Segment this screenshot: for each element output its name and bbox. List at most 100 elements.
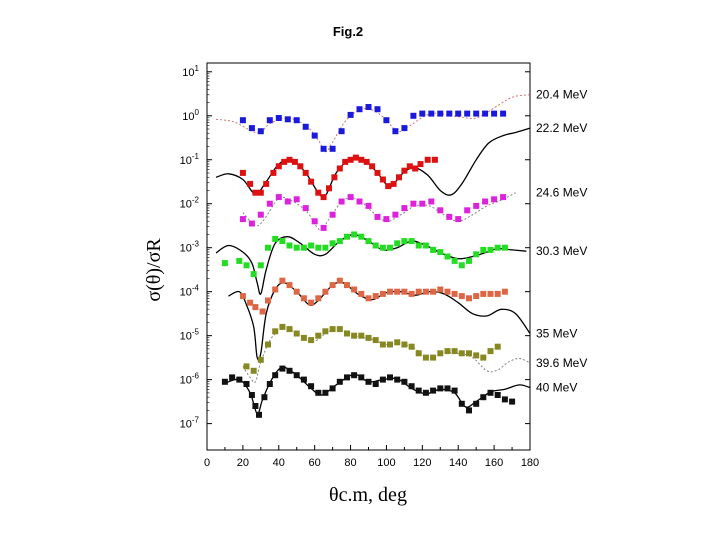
data-point	[326, 185, 332, 192]
data-point	[272, 372, 279, 379]
data-point	[487, 348, 494, 355]
data-point	[284, 116, 291, 123]
data-point	[358, 233, 365, 240]
data-point	[480, 354, 487, 361]
data-point	[336, 238, 343, 245]
data-point	[300, 295, 307, 302]
data-point	[365, 295, 372, 302]
data-point	[458, 400, 465, 407]
data-point	[315, 332, 322, 339]
fit-curve-2	[242, 192, 516, 231]
figure-title: Fig.2	[333, 24, 363, 39]
data-point	[286, 367, 293, 374]
data-point	[311, 132, 318, 139]
x-tick-label: 120	[413, 457, 431, 469]
data-point	[494, 343, 501, 350]
data-point	[347, 194, 354, 201]
data-point	[351, 231, 358, 238]
y-tick-label: 100	[182, 108, 199, 123]
data-point	[247, 299, 254, 306]
data-point	[266, 200, 273, 207]
data-point	[406, 163, 413, 170]
data-point	[369, 163, 376, 170]
data-point	[286, 326, 293, 333]
data-point	[293, 288, 300, 295]
data-point	[272, 286, 279, 293]
data-point	[358, 332, 365, 339]
data-point	[401, 125, 408, 132]
data-point	[437, 110, 444, 117]
data-point	[286, 156, 293, 163]
data-point	[266, 381, 273, 387]
data-point	[250, 271, 257, 278]
data-point	[257, 128, 264, 135]
data-point	[394, 339, 401, 346]
data-point	[344, 374, 350, 381]
data-point	[444, 348, 451, 355]
y-tick-label: 10-6	[180, 372, 200, 387]
data-point	[308, 299, 315, 306]
data-point	[365, 334, 372, 341]
data-point	[383, 216, 390, 223]
data-point	[293, 244, 300, 251]
data-point	[473, 251, 480, 258]
data-point	[487, 389, 494, 396]
plot-frame	[206, 62, 531, 451]
data-point	[394, 288, 401, 295]
data-point	[302, 169, 309, 176]
y-tick-label: 10-2	[180, 196, 200, 211]
data-point	[329, 211, 336, 218]
data-point	[344, 330, 350, 337]
data-point	[390, 180, 397, 187]
data-point	[491, 196, 498, 203]
data-point	[248, 125, 255, 132]
data-point	[430, 246, 437, 253]
series-label-6: 40 MeV	[536, 381, 577, 395]
data-point	[392, 128, 399, 135]
data-point	[284, 198, 291, 205]
data-point	[501, 244, 508, 251]
data-point	[387, 374, 393, 381]
data-point	[408, 383, 415, 390]
data-point	[430, 387, 437, 394]
data-point	[383, 117, 390, 124]
data-point	[458, 293, 465, 300]
data-point	[446, 213, 453, 220]
data-point	[394, 240, 401, 247]
data-point	[385, 183, 392, 190]
data-point	[329, 145, 336, 152]
data-point	[358, 156, 365, 163]
data-point	[410, 200, 417, 207]
data-point	[437, 286, 444, 293]
data-point	[308, 383, 315, 390]
data-point	[281, 158, 288, 165]
x-tick-label: 140	[449, 457, 467, 469]
data-point	[347, 156, 354, 163]
data-point	[329, 326, 336, 333]
data-point	[243, 381, 250, 387]
data-point	[401, 205, 408, 212]
series-label-2: 24.6 MeV	[536, 186, 587, 200]
series-label-0: 20.4 MeV	[536, 88, 587, 102]
data-point	[338, 198, 345, 205]
data-point	[322, 244, 329, 251]
data-point	[374, 169, 381, 176]
data-point	[236, 257, 243, 264]
data-point	[293, 117, 300, 124]
data-point	[365, 378, 372, 385]
data-point	[302, 205, 309, 212]
data-point	[422, 242, 429, 249]
y-axis-title: σ(θ)/σR	[143, 238, 165, 302]
data-point	[444, 253, 451, 260]
data-point	[356, 106, 363, 113]
data-point	[422, 288, 429, 295]
data-point	[431, 156, 438, 163]
data-point	[320, 145, 327, 152]
data-point	[257, 262, 264, 269]
data-point	[401, 288, 408, 295]
data-point	[365, 104, 372, 110]
data-point	[275, 115, 282, 121]
x-tick-label: 100	[377, 457, 395, 469]
x-axis-title: θc.m, deg	[329, 484, 407, 506]
data-point	[392, 211, 399, 218]
